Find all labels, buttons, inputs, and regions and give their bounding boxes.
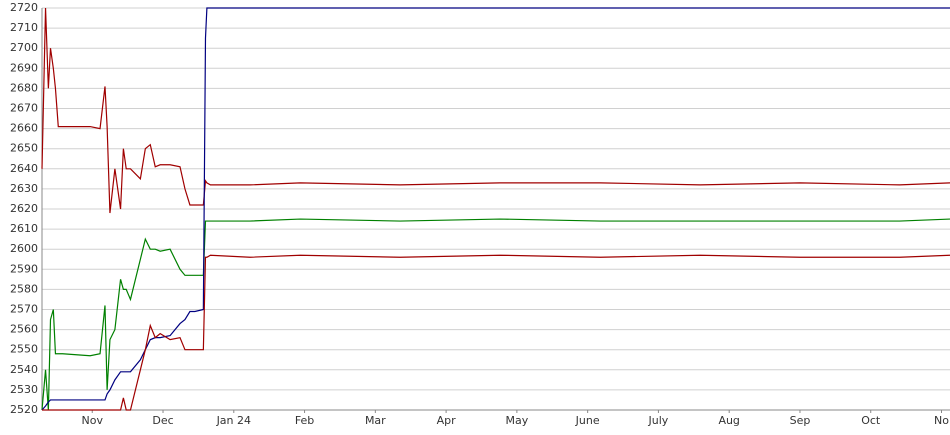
x-tick-label: Aug: [718, 414, 739, 427]
line: [41, 7, 950, 214]
y-tick-label: 2620: [10, 202, 38, 215]
y-tick-label: 2710: [10, 21, 38, 34]
x-tick-label: Oct: [861, 414, 881, 427]
y-tick-label: 2560: [10, 323, 38, 336]
y-tick-label: 2550: [10, 343, 38, 356]
line: [41, 218, 950, 411]
y-tick-label: 2570: [10, 303, 38, 316]
x-tick-label: July: [648, 414, 669, 427]
y-tick-label: 2680: [10, 81, 38, 94]
x-tick-label: Dec: [152, 414, 173, 427]
x-tick-label: May: [506, 414, 529, 427]
y-tick-label: 2600: [10, 242, 38, 255]
y-tick-label: 2720: [10, 1, 38, 14]
y-tick-label: 2650: [10, 142, 38, 155]
x-tick-label: June: [575, 414, 600, 427]
y-tick-label: 2530: [10, 383, 38, 396]
y-tick-label: 2700: [10, 41, 38, 54]
x-tick-label: Mar: [365, 414, 386, 427]
x-tick-label: Feb: [295, 414, 314, 427]
x-tick-label: Apr: [437, 414, 457, 427]
y-tick-label: 2640: [10, 162, 38, 175]
y-tick-label: 2590: [10, 262, 38, 275]
y-tick-label: 2540: [10, 363, 38, 376]
y-tick-label: 2690: [10, 61, 38, 74]
x-tick-label: Nov: [82, 414, 104, 427]
y-tick-label: 2670: [10, 102, 38, 115]
x-tick-label: Sep: [790, 414, 811, 427]
line: [41, 7, 950, 411]
y-tick-label: 2660: [10, 122, 38, 135]
x-tick-label: No: [934, 414, 949, 427]
y-tick-label: 2630: [10, 182, 38, 195]
line: [42, 254, 950, 411]
y-tick-label: 2520: [10, 403, 38, 416]
y-tick-label: 2610: [10, 222, 38, 235]
y-tick-label: 2580: [10, 282, 38, 295]
x-tick-label: Jan 24: [216, 414, 251, 427]
